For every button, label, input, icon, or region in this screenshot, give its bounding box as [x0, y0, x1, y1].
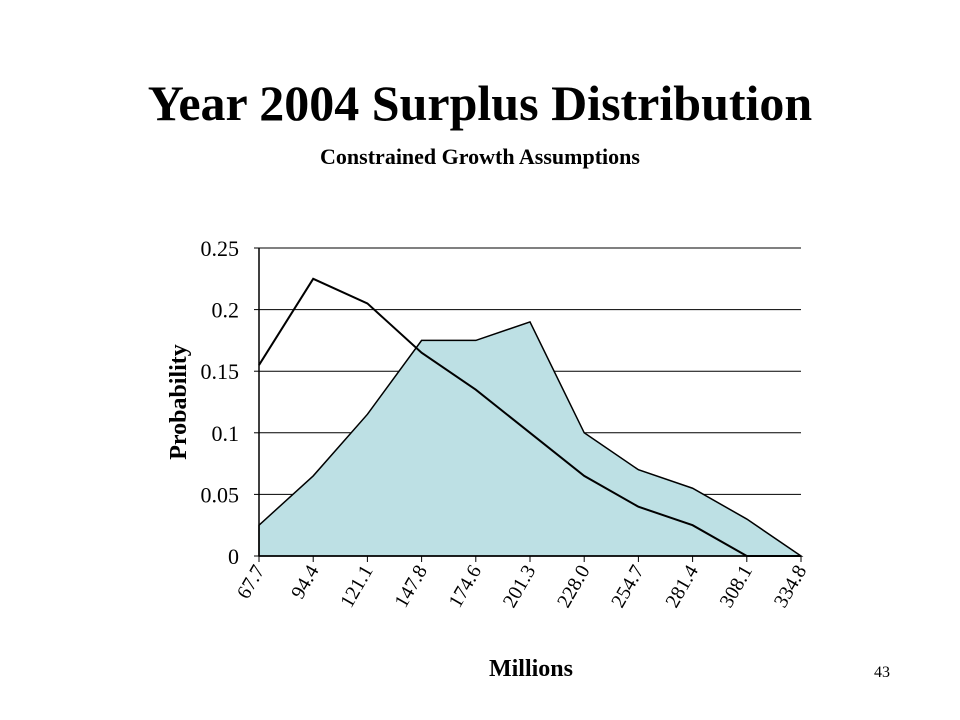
y-tick-labels: 0 0.05 0.1 0.15 0.2 0.25	[201, 236, 240, 569]
page-number: 43	[874, 664, 890, 681]
area-series-layer	[258, 320, 804, 557]
line-series-1	[258, 277, 801, 557]
y-tick-label-1: 0.05	[201, 482, 240, 507]
x-tick-label-3: 147.8	[390, 562, 432, 612]
x-tick-label-5: 201.3	[499, 562, 541, 612]
y-tick-label-4: 0.2	[212, 298, 240, 323]
y-axis-label: Probability	[166, 344, 192, 460]
x-tick-label-6: 228.0	[553, 562, 595, 612]
x-axis-label: Millions	[489, 656, 573, 682]
y-tick-label-3: 0.15	[201, 359, 240, 384]
x-tick-label-10: 334.8	[770, 562, 812, 612]
axes	[254, 247, 802, 562]
y-tick-label-5: 0.25	[201, 236, 240, 261]
x-tick-label-4: 174.6	[445, 562, 487, 612]
x-tick-label-7: 254.7	[607, 562, 649, 612]
x-tick-label-9: 308.1	[716, 562, 758, 612]
slide-title: Year 2004 Surplus Distribution	[147, 75, 813, 131]
area-series-0	[258, 320, 804, 557]
x-tick-label-2: 121.1	[336, 562, 378, 612]
x-tick-label-8: 281.4	[661, 562, 703, 612]
x-tick-labels: 67.7 94.4 121.1 147.8 174.6 201.3 228.0 254.7 28…	[233, 562, 812, 612]
line-series-layer	[258, 277, 801, 557]
slide-subtitle: Constrained Growth Assumptions	[320, 144, 640, 169]
x-tick-label-1: 94.4	[287, 562, 324, 603]
y-tick-label-2: 0.1	[212, 421, 240, 446]
y-tick-label-0: 0	[228, 544, 239, 569]
